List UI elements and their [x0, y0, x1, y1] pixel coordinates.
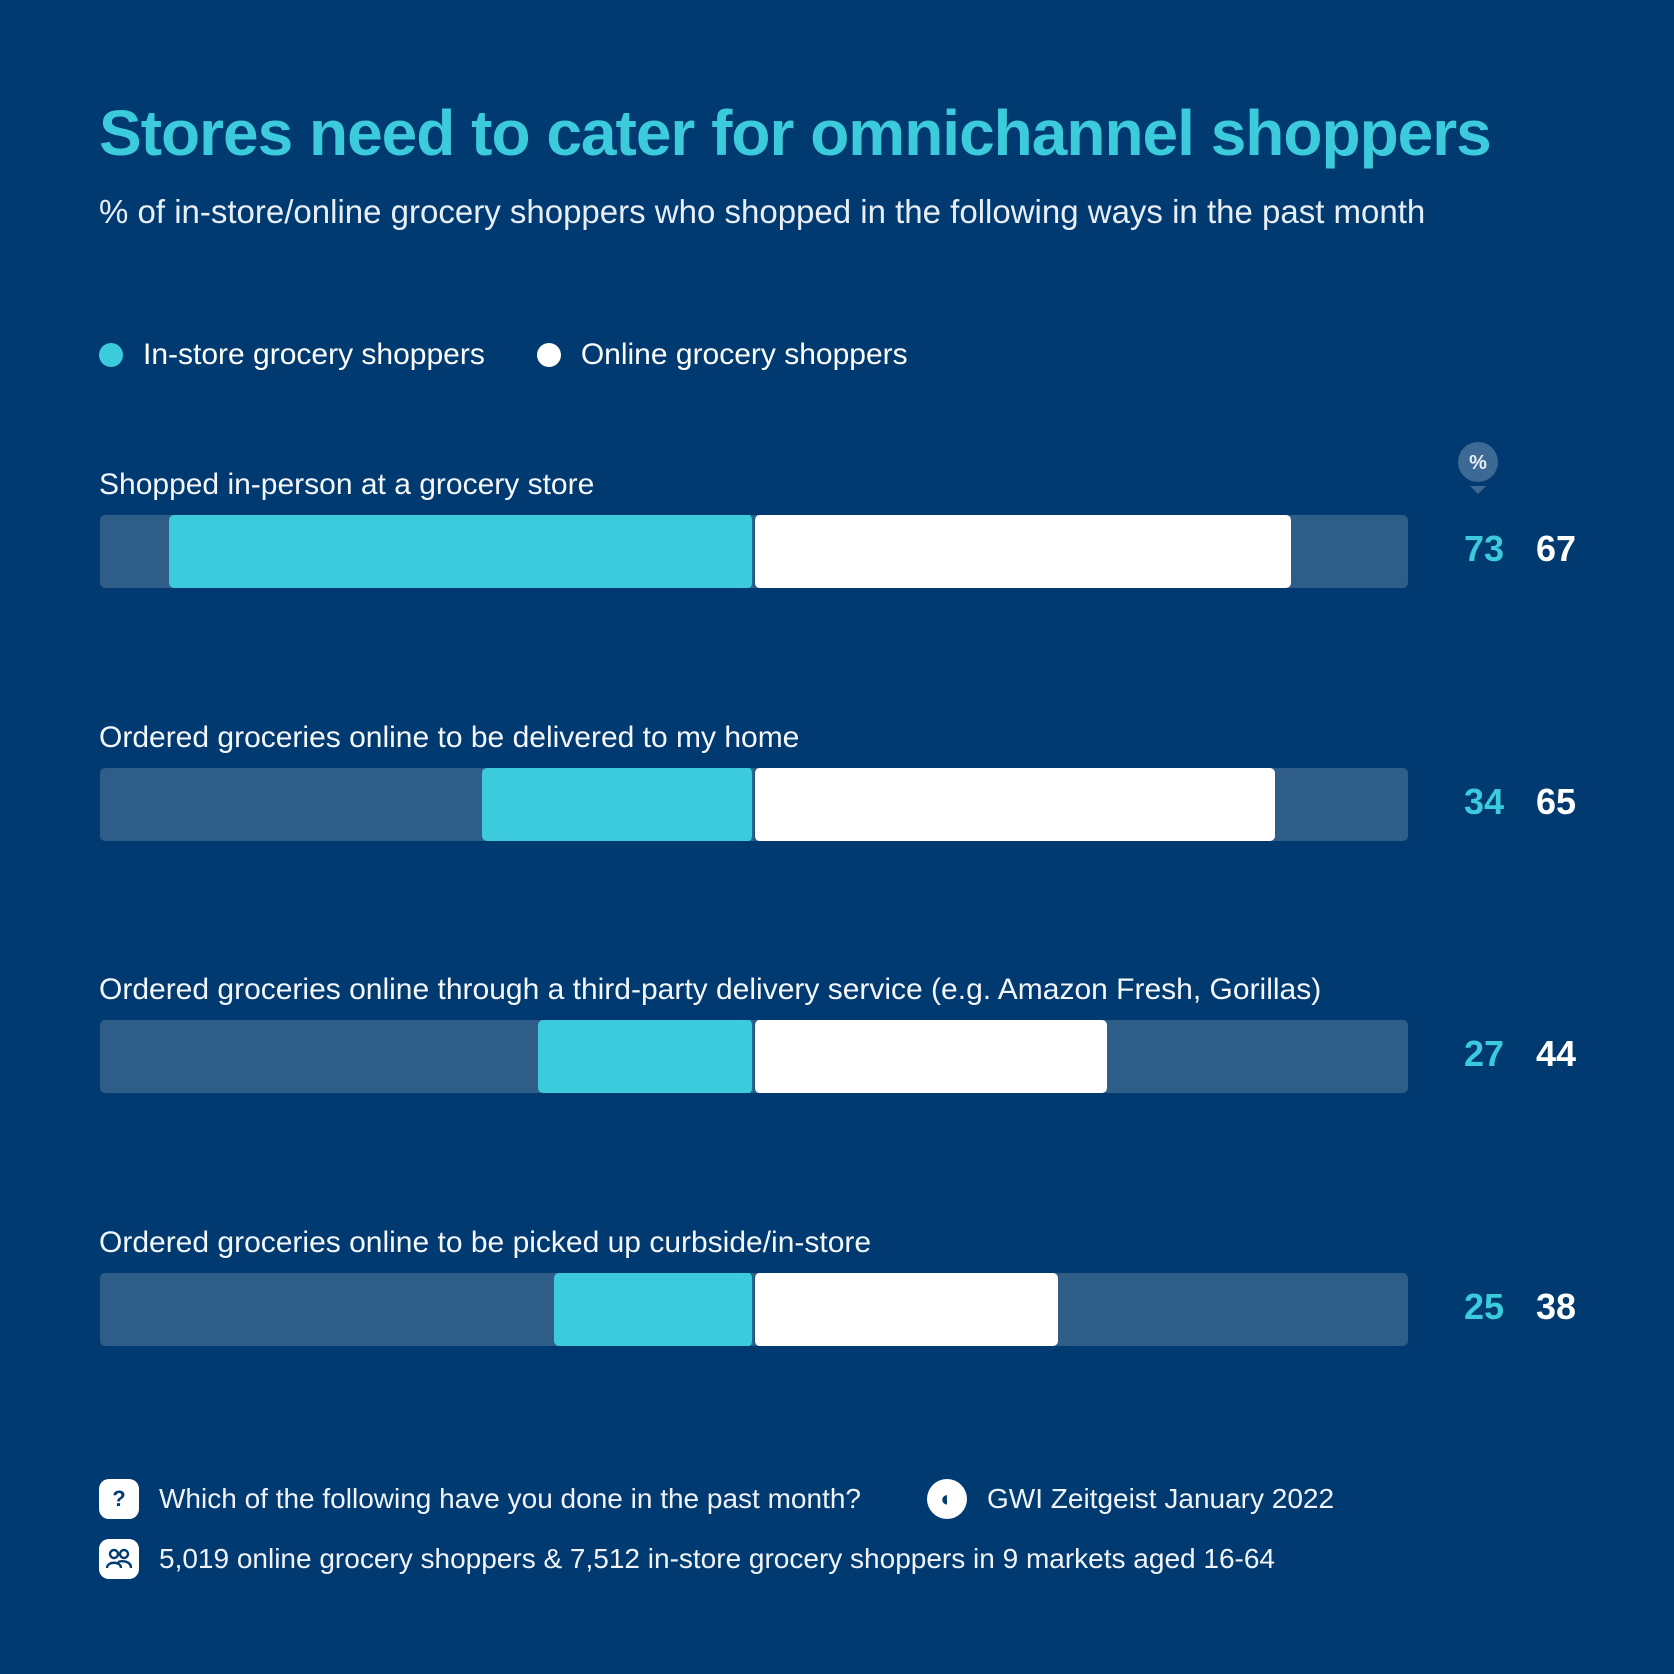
chart-title: Stores need to cater for omnichannel sho… [99, 97, 1492, 169]
value-label-online: 67 [1535, 528, 1576, 569]
footer-question: ? Which of the following have you done i… [99, 1479, 861, 1519]
value-label-online: 44 [1535, 1033, 1576, 1074]
category-label: Ordered groceries online to be picked up… [99, 1226, 872, 1259]
chart-subtitle: % of in-store/online grocery shoppers wh… [99, 193, 1426, 230]
value-label-in-store: 73 [1463, 528, 1504, 569]
chart-row-delivered-home: Ordered groceries online to be delivered… [0, 721, 1674, 921]
category-label: Ordered groceries online through a third… [99, 973, 1322, 1006]
question-text: Which of the following have you done in … [159, 1483, 861, 1514]
bar-track [100, 1273, 1408, 1346]
legend-swatch-in-store [99, 343, 123, 367]
category-label: Ordered groceries online to be delivered… [99, 721, 800, 754]
value-label-online: 65 [1535, 781, 1576, 822]
legend-label-online: Online grocery shoppers [580, 338, 908, 371]
question-icon: ? [99, 1479, 139, 1519]
bar-online [754, 1020, 1107, 1093]
bar-online [754, 768, 1275, 841]
percent-badge-icon: % [1458, 442, 1498, 494]
legend-label-in-store: In-store grocery shoppers [143, 338, 485, 371]
value-label-in-store: 25 [1463, 1286, 1504, 1327]
bar-in-store [481, 768, 754, 841]
bar-in-store [553, 1273, 754, 1346]
bar-track [100, 515, 1408, 588]
gwi-logo-icon: ◐ [927, 1479, 967, 1519]
bar-in-store [537, 1020, 754, 1093]
footer-source: ◐ GWI Zeitgeist January 2022 [927, 1479, 1334, 1519]
bar-online [754, 1273, 1059, 1346]
chart-row-curbside-pickup: Ordered groceries online to be picked up… [0, 1226, 1674, 1426]
sample-text: 5,019 online grocery shoppers & 7,512 in… [159, 1543, 1275, 1574]
legend: In-store grocery shoppers Online grocery… [99, 338, 960, 372]
bar-in-store [169, 515, 754, 588]
value-label-in-store: 27 [1463, 1033, 1504, 1074]
chart-row-third-party: Ordered groceries online through a third… [0, 973, 1674, 1173]
legend-swatch-online [536, 343, 561, 367]
footer-sample: 5,019 online grocery shoppers & 7,512 in… [99, 1539, 1275, 1579]
legend-item-in-store: In-store grocery shoppers [99, 338, 485, 372]
source-text: GWI Zeitgeist January 2022 [987, 1483, 1335, 1514]
bar-online [754, 515, 1291, 588]
bar-track [100, 768, 1408, 841]
value-label-online: 38 [1535, 1286, 1576, 1327]
category-label: Shopped in-person at a grocery store [99, 468, 595, 501]
value-label-in-store: 34 [1463, 781, 1504, 822]
percent-badge-label: % [1469, 452, 1487, 474]
legend-item-online: Online grocery shoppers [536, 338, 908, 372]
people-icon [99, 1539, 139, 1579]
bar-track [100, 1020, 1408, 1093]
chart-row-in-person: Shopped in-person at a grocery store 73 67 [0, 468, 1674, 668]
